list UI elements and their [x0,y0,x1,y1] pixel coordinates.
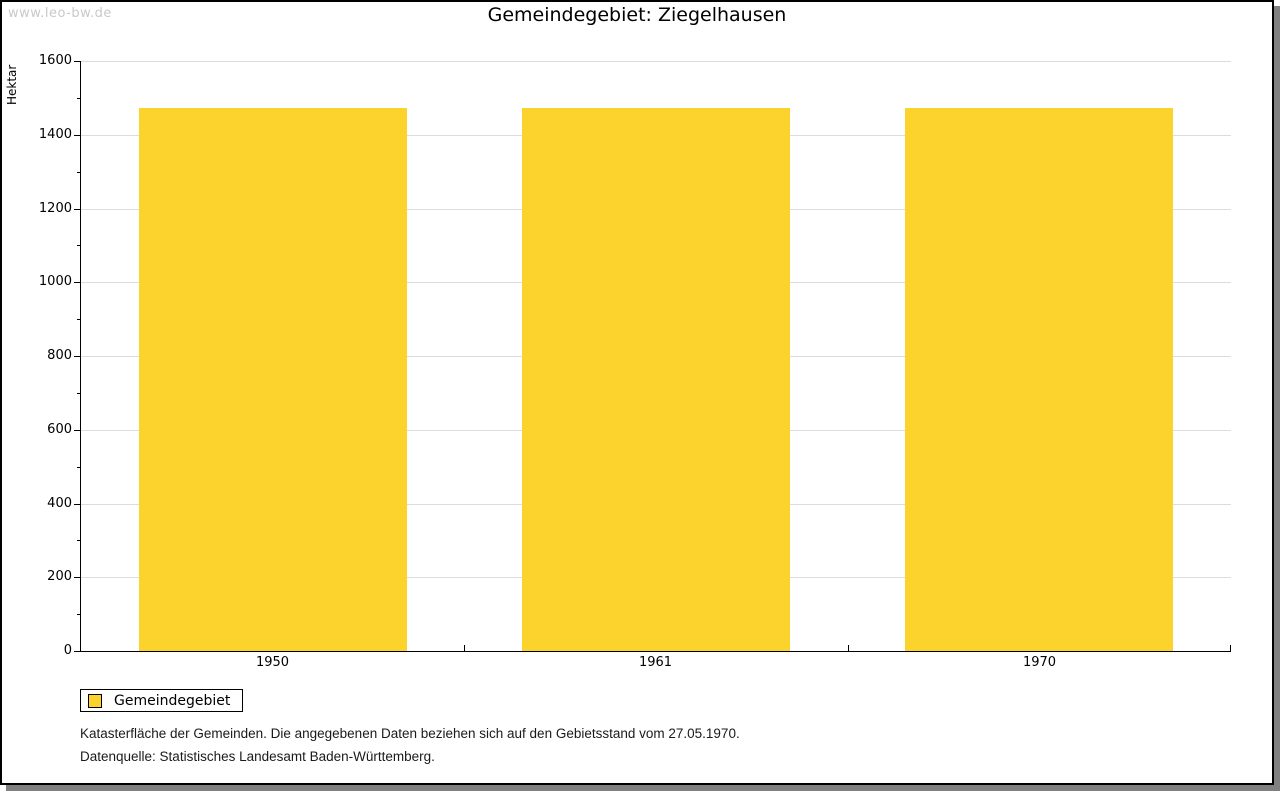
x-axis-end-tick [1230,645,1231,651]
x-axis-tick [848,645,849,651]
y-axis-tick-label: 200 [47,569,72,585]
footer-note: Katasterfläche der Gemeinden. Die angege… [80,726,740,741]
y-axis-minor-tick [77,319,80,321]
x-axis-category-label: 1961 [638,655,673,670]
y-axis-tick-label: 400 [47,495,72,511]
y-axis-tick [74,208,80,210]
watermark: www.leo-bw.de [8,6,112,21]
y-axis-tick-label: 1200 [38,200,72,216]
y-axis-tick [74,134,80,136]
x-axis-category-label: 1970 [1022,655,1057,670]
y-axis-minor-tick [77,392,80,394]
plot-area: 0 200 400 600 800 1000 1200 1400 1600 1950 1961 197… [39,53,1231,670]
y-axis-tick-label: 1000 [38,274,72,290]
gridline [81,61,1231,62]
y-axis-tick [74,503,80,505]
y-axis-minor-tick [77,466,80,468]
bar-1950 [139,108,407,651]
footer-source: Datenquelle: Statistisches Landesamt Bad… [80,749,435,764]
y-axis-minor-tick [77,245,80,247]
y-axis-tick-label: 1600 [38,53,72,68]
y-axis-minor-tick [77,97,80,99]
legend-swatch [88,693,102,708]
y-axis-minor-tick [77,614,80,616]
y-axis-tick-label: 1400 [38,126,72,142]
y-axis-tick-label: 800 [47,348,72,363]
legend: Gemeindegebiet [80,689,244,712]
x-axis-category-label: 1950 [255,655,290,670]
y-axis-tick [74,429,80,431]
chart-title: Gemeindegebiet: Ziegelhausen [487,4,787,26]
y-axis-tick [74,282,80,284]
legend-label: Gemeindegebiet [114,692,231,709]
bar-1961 [522,108,790,651]
x-axis-tick [464,645,465,651]
y-axis-tick-label: 600 [47,421,72,437]
y-axis-minor-tick [77,540,80,542]
y-axis-tick [74,651,80,652]
y-axis-tick [74,61,80,62]
y-axis-minor-tick [77,171,80,173]
bar-1970 [905,108,1173,651]
y-axis-tick-label: 0 [63,643,72,658]
y-axis-tick [74,577,80,579]
y-axis-tick [74,356,80,357]
y-axis-title: Hektar [5,64,19,105]
